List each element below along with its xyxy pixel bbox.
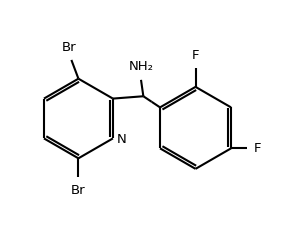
Text: Br: Br xyxy=(71,184,86,197)
Text: Br: Br xyxy=(62,41,76,54)
Text: F: F xyxy=(253,142,261,155)
Text: F: F xyxy=(192,49,199,62)
Text: NH₂: NH₂ xyxy=(128,60,154,73)
Text: N: N xyxy=(117,133,127,146)
